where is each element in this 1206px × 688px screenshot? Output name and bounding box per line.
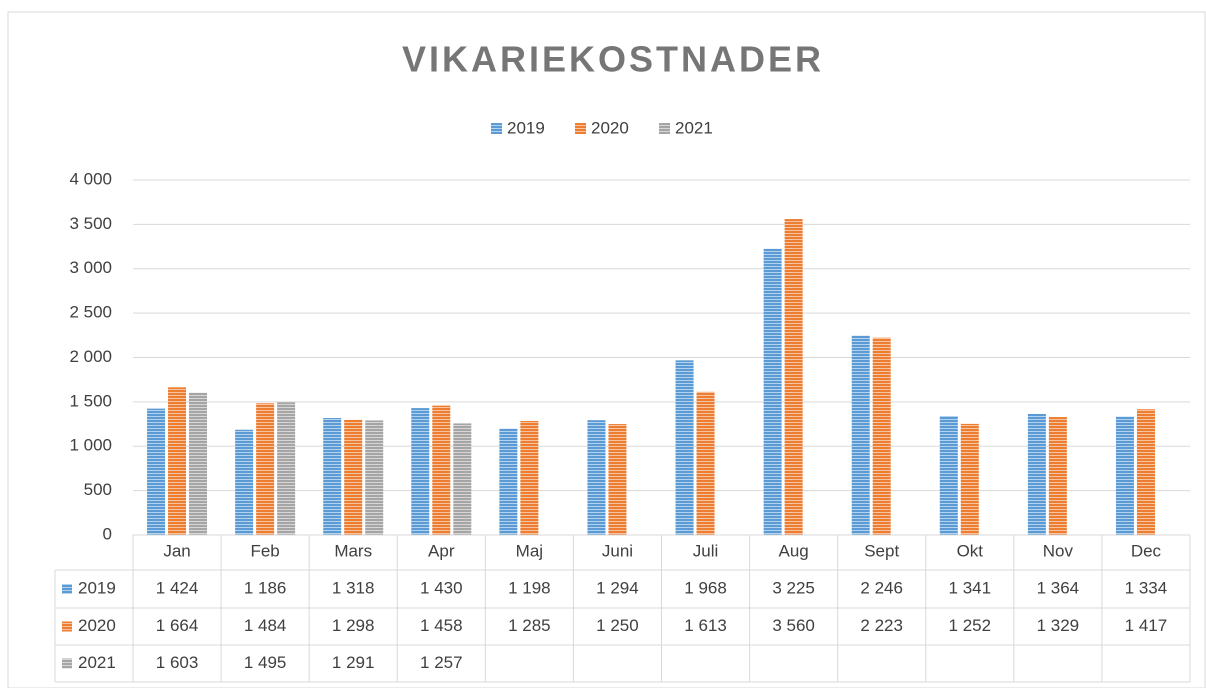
table-legend-key <box>62 621 72 632</box>
table-value: 1 968 <box>684 578 727 597</box>
bar <box>784 219 803 536</box>
legend-label: 2019 <box>507 118 545 137</box>
table-value: 1 318 <box>332 578 375 597</box>
x-tick-label: Sept <box>864 541 899 560</box>
x-tick-label: Aug <box>779 541 809 560</box>
bar <box>432 405 451 535</box>
y-tick-label: 3 000 <box>69 258 112 277</box>
legend-label: 2021 <box>675 118 713 137</box>
chart-frame <box>7 11 1206 688</box>
bar <box>365 420 384 535</box>
x-tick-label: Feb <box>250 541 279 560</box>
bar <box>696 391 715 535</box>
bar <box>411 408 430 535</box>
y-tick-label: 2 000 <box>69 347 112 366</box>
table-value: 3 560 <box>772 616 815 635</box>
x-tick-label: Maj <box>516 541 543 560</box>
legend-swatch <box>575 123 586 134</box>
bar <box>587 420 606 535</box>
bar <box>453 423 472 535</box>
table-value: 1 198 <box>508 578 551 597</box>
table-value: 1 613 <box>684 616 727 635</box>
table-value: 2 246 <box>860 578 903 597</box>
x-tick-label: Juni <box>602 541 633 560</box>
table-value: 1 664 <box>156 616 199 635</box>
table-value: 1 458 <box>420 616 463 635</box>
table-value: 3 225 <box>772 578 815 597</box>
bar <box>344 419 363 535</box>
bar <box>763 248 782 535</box>
table-value: 1 495 <box>244 653 287 672</box>
bar <box>147 408 166 535</box>
table-value: 1 424 <box>156 578 199 597</box>
legend-swatch <box>659 123 670 134</box>
table-value: 1 334 <box>1125 578 1168 597</box>
table-value: 1 285 <box>508 616 551 635</box>
y-tick-label: 0 <box>103 524 112 543</box>
table-value: 1 484 <box>244 616 287 635</box>
table-value: 1 603 <box>156 653 199 672</box>
legend-label: 2020 <box>591 118 629 137</box>
table-value: 1 291 <box>332 653 375 672</box>
table-value: 1 294 <box>596 578 639 597</box>
table-value: 1 364 <box>1037 578 1080 597</box>
bar <box>1027 413 1046 535</box>
bar <box>323 418 342 535</box>
bar <box>939 415 958 535</box>
bar <box>499 428 518 535</box>
bar <box>235 429 254 535</box>
table-value: 1 298 <box>332 616 375 635</box>
table-value: 1 186 <box>244 578 287 597</box>
table-value: 2 223 <box>860 616 903 635</box>
y-tick-label: 1 000 <box>69 436 112 455</box>
y-tick-label: 500 <box>84 480 112 499</box>
x-tick-label: Dec <box>1131 541 1162 560</box>
bar <box>168 387 187 535</box>
bar <box>1048 417 1067 535</box>
bar <box>1136 409 1155 535</box>
bar <box>277 402 296 535</box>
y-tick-label: 3 500 <box>69 214 112 233</box>
x-tick-label: Okt <box>957 541 984 560</box>
table-series-label: 2021 <box>78 653 116 672</box>
table-series-label: 2020 <box>78 616 116 635</box>
chart-title: VIKARIEKOSTNADER <box>402 39 824 80</box>
y-tick-label: 1 500 <box>69 391 112 410</box>
table-value: 1 341 <box>949 578 992 597</box>
x-tick-label: Jan <box>163 541 190 560</box>
table-value: 1 430 <box>420 578 463 597</box>
table-value: 1 252 <box>949 616 992 635</box>
legend-swatch <box>491 123 502 134</box>
bar <box>851 335 870 535</box>
bar <box>675 360 694 535</box>
bar <box>960 423 979 535</box>
bar <box>608 424 627 535</box>
x-tick-label: Nov <box>1043 541 1074 560</box>
table-value: 1 417 <box>1125 616 1168 635</box>
table-legend-key <box>62 584 72 594</box>
y-tick-label: 4 000 <box>69 169 112 188</box>
x-tick-label: Apr <box>428 541 455 560</box>
bar <box>872 337 891 535</box>
table-value: 1 329 <box>1037 616 1080 635</box>
table-series-label: 2019 <box>78 578 116 597</box>
bar <box>189 392 208 535</box>
bar <box>256 403 275 535</box>
y-tick-label: 2 500 <box>69 303 112 322</box>
bar <box>1115 416 1134 535</box>
table-legend-key <box>62 658 72 669</box>
table-value: 1 250 <box>596 616 639 635</box>
table-value: 1 257 <box>420 653 463 672</box>
bar <box>520 420 539 535</box>
x-tick-label: Juli <box>693 541 719 560</box>
x-tick-label: Mars <box>334 541 372 560</box>
